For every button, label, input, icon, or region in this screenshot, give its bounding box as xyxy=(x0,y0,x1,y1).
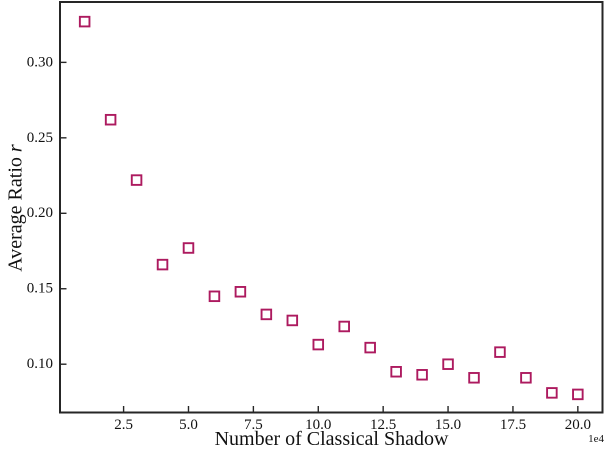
data-point-marker xyxy=(104,113,117,126)
x-tick-label: 10.0 xyxy=(305,417,331,433)
x-axis-title: Number of Classical Shadow xyxy=(214,428,449,450)
y-tick-label: 0.20 xyxy=(27,205,53,221)
x-tick-label: 5.0 xyxy=(179,417,198,433)
data-point-marker xyxy=(130,174,143,186)
data-point-marker xyxy=(442,358,454,370)
x-axis-offset-label: 1e4 xyxy=(588,433,604,445)
data-point-marker xyxy=(234,286,247,298)
y-tick-label: 0.15 xyxy=(27,281,53,297)
y-axis-title-text: Average Ratio xyxy=(4,152,27,272)
data-point-marker xyxy=(286,314,299,327)
data-point-marker xyxy=(208,290,221,303)
data-point-marker xyxy=(338,320,350,333)
data-point-marker xyxy=(546,387,558,399)
y-axis-title: Average Ratio r xyxy=(5,144,28,271)
data-point-marker xyxy=(468,372,480,384)
data-point-marker xyxy=(364,341,376,354)
data-point-marker xyxy=(312,338,325,351)
x-tick-label: 2.5 xyxy=(114,417,133,433)
y-tick-label: 0.25 xyxy=(27,130,53,146)
y-tick-label: 0.30 xyxy=(27,54,53,70)
data-point-marker xyxy=(494,346,506,358)
data-point-marker xyxy=(572,388,584,401)
data-point-marker xyxy=(520,372,532,384)
plot-border xyxy=(59,1,604,414)
data-point-marker xyxy=(390,366,402,378)
x-tick-label: 20.0 xyxy=(565,417,591,433)
x-tick-label: 7.5 xyxy=(244,417,263,433)
data-point-marker xyxy=(182,242,195,254)
x-tick-label: 17.5 xyxy=(500,417,526,433)
y-tick-label: 0.10 xyxy=(27,356,53,372)
x-tick-label: 12.5 xyxy=(370,417,396,433)
data-point-marker xyxy=(156,258,169,271)
data-point-marker xyxy=(416,369,428,381)
data-point-marker xyxy=(78,15,91,28)
x-tick-label: 15.0 xyxy=(435,417,461,433)
y-axis-title-symbol: r xyxy=(4,144,27,153)
data-point-marker xyxy=(260,308,273,321)
